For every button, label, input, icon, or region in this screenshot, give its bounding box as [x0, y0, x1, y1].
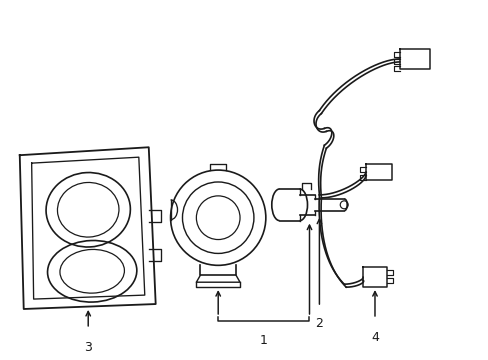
Text: 1: 1: [260, 334, 267, 347]
Text: 3: 3: [84, 341, 92, 354]
Text: 4: 4: [370, 331, 378, 344]
Text: 2: 2: [315, 317, 323, 330]
